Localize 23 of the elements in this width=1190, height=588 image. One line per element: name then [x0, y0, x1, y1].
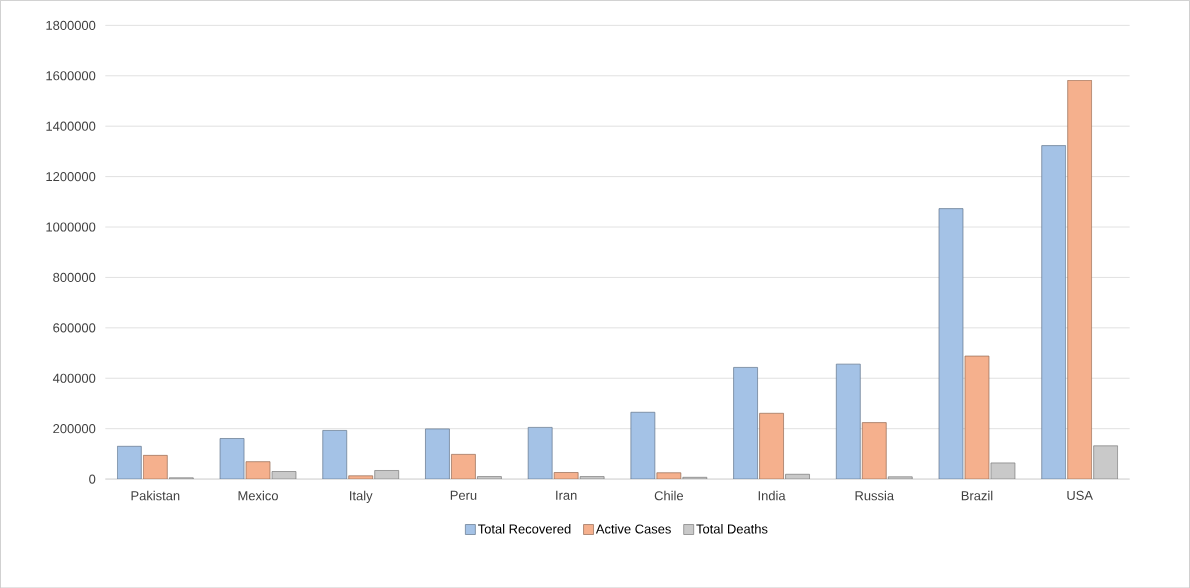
x-tick-label: Peru [450, 490, 477, 500]
y-tick-label: 1800000 [46, 20, 96, 30]
y-tick-label: 1200000 [46, 171, 96, 181]
x-tick-label: Mexico [238, 490, 278, 501]
y-tick-label: 1600000 [46, 71, 96, 81]
x-tick-label: Pakistan [131, 490, 180, 501]
y-tick-label: 200000 [53, 423, 96, 434]
x-tick-label: Brazil [961, 490, 993, 501]
x-tick-label: Chile [654, 490, 684, 501]
legend-label: Total Recovered [478, 523, 571, 534]
legend-label: Total Deaths [696, 523, 768, 534]
legend-label: Active Cases [595, 523, 671, 534]
y-tick-label: 800000 [53, 272, 96, 282]
y-tick-label: 1000000 [46, 222, 96, 232]
y-tick-label: 400000 [52, 373, 96, 383]
x-tick-label: Italy [350, 490, 373, 503]
y-tick-label: 600000 [53, 323, 96, 333]
x-tick-label: Russia [855, 490, 895, 501]
x-tick-label: USA [1067, 490, 1093, 500]
x-tick-label: Iran [556, 490, 577, 500]
y-tick-label: 1400000 [46, 121, 96, 131]
y-tick-label: 0 [89, 474, 96, 484]
x-tick-label: India [758, 490, 786, 501]
